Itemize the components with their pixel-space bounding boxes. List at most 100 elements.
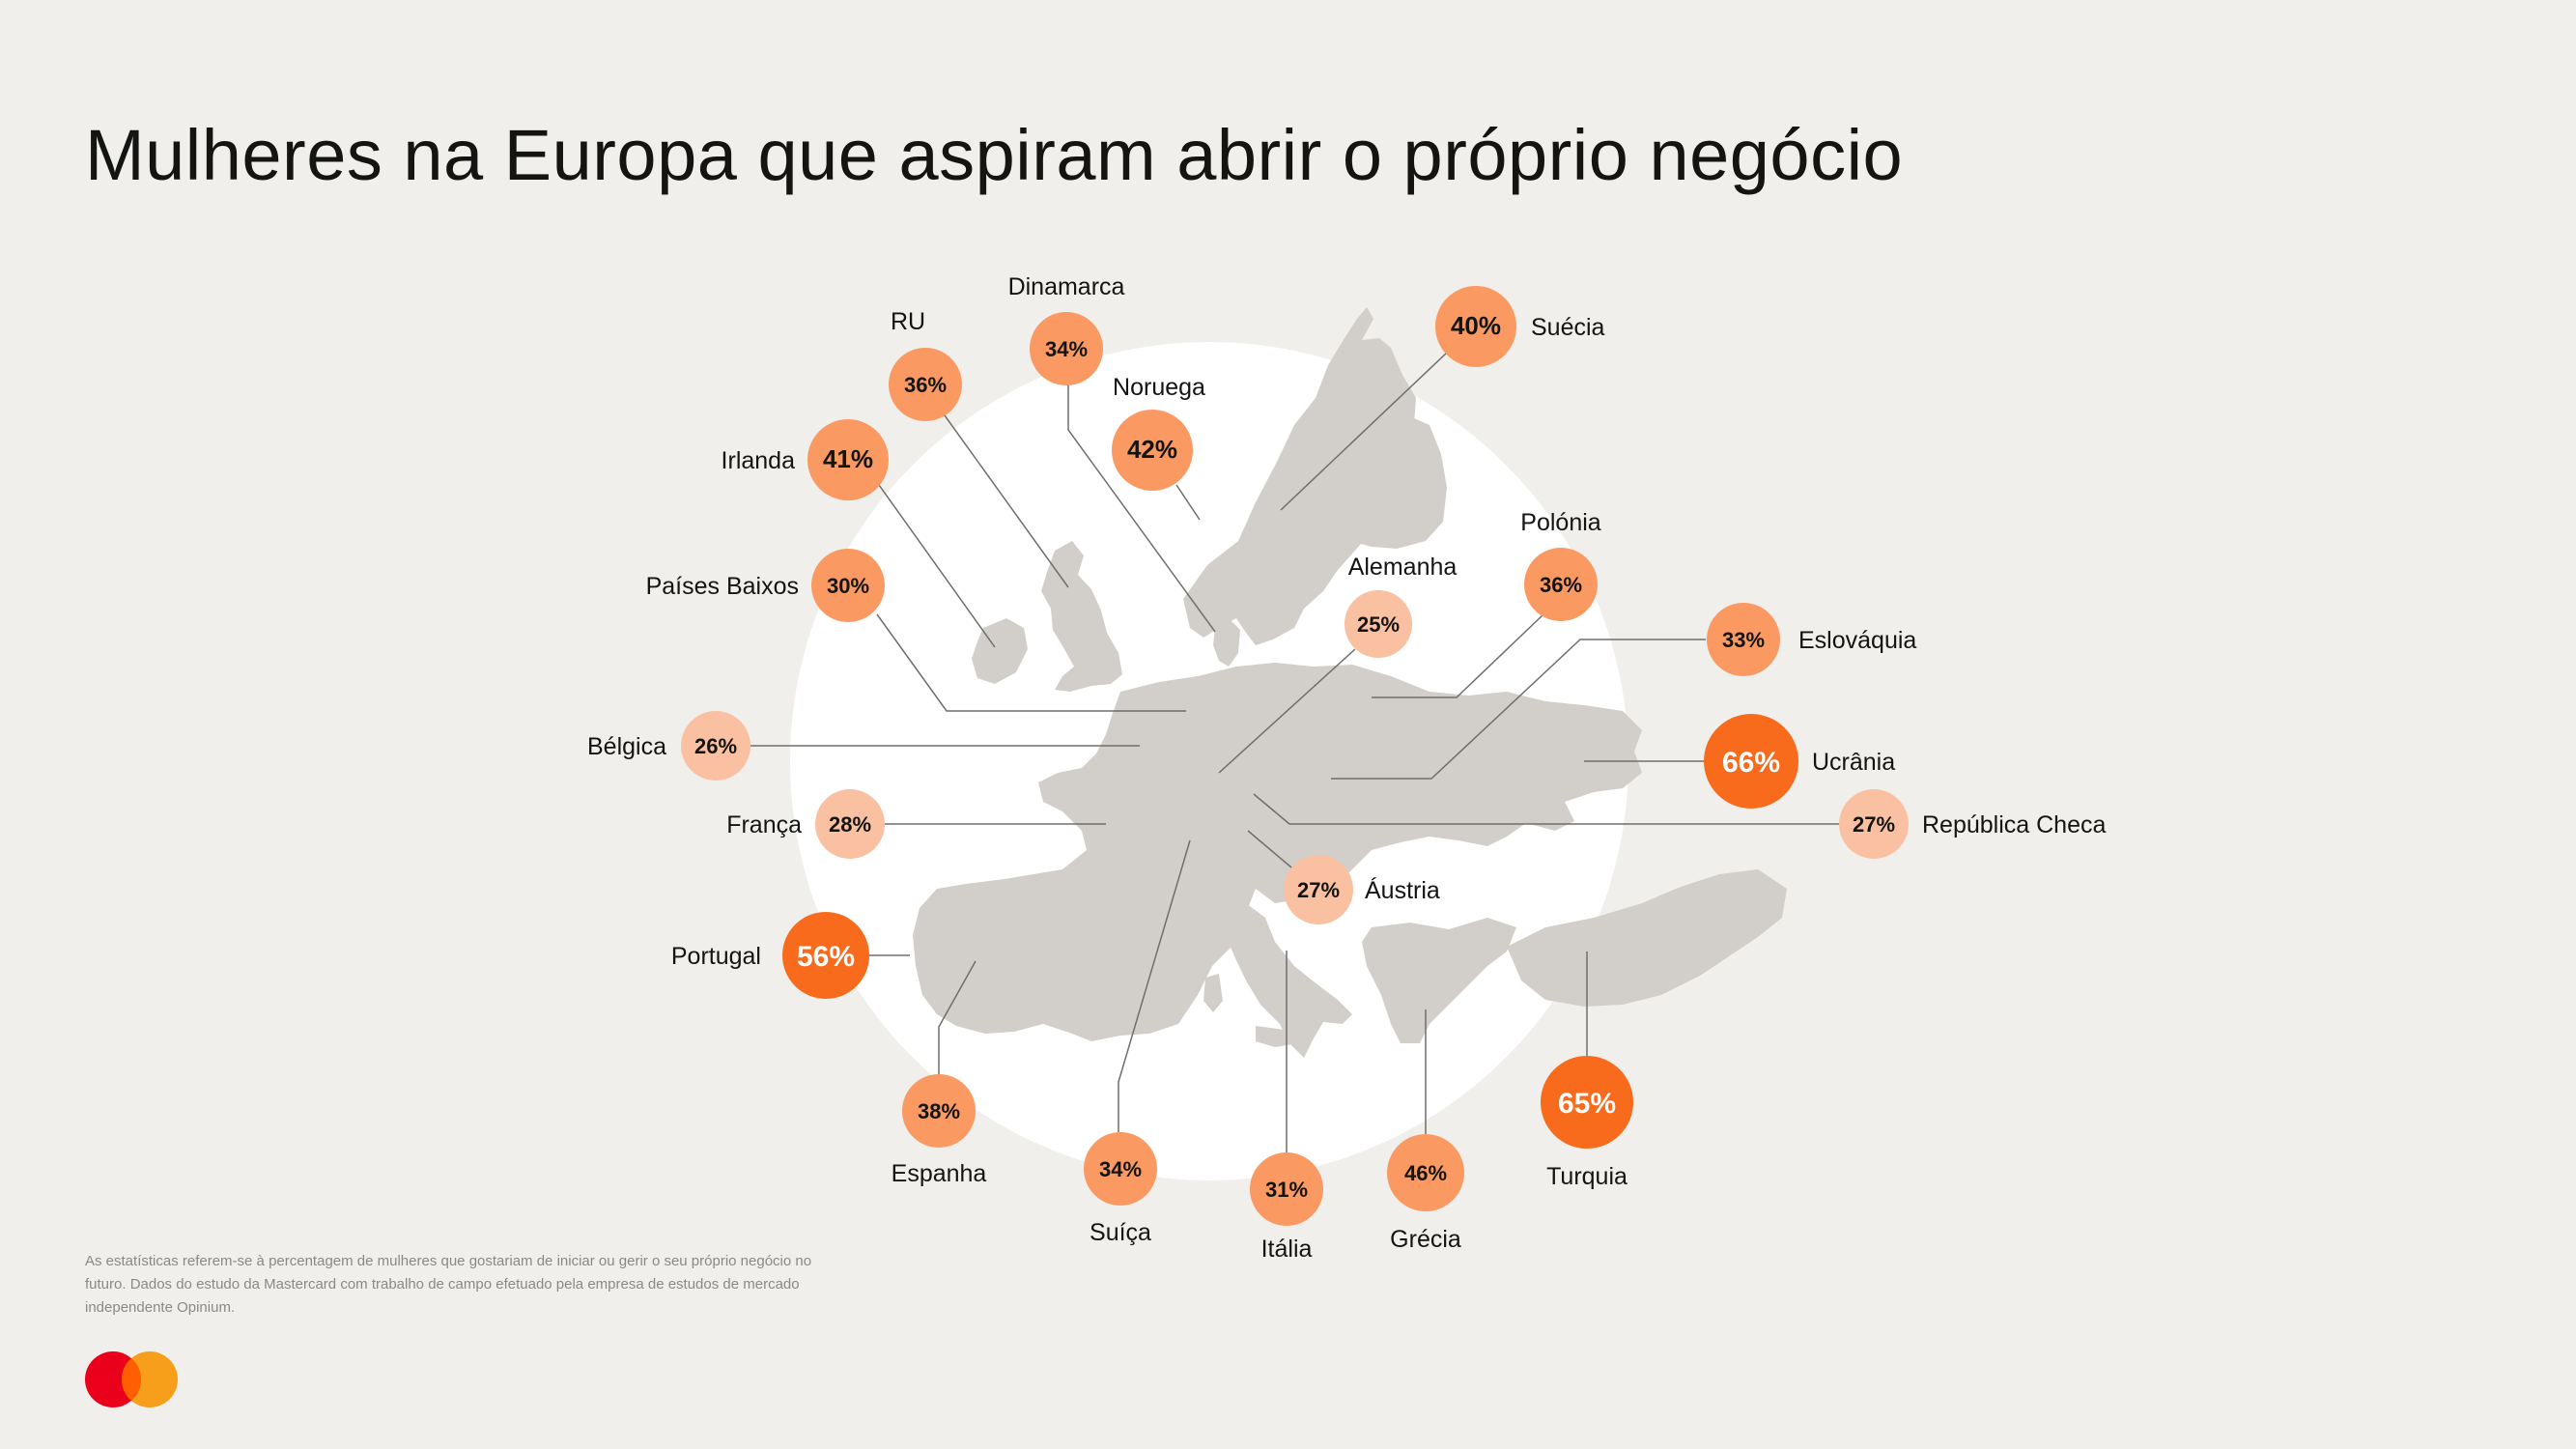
turkey-shape <box>1507 869 1787 1007</box>
leader-line-suecia <box>1280 352 1448 511</box>
value-label: 27% <box>1297 878 1340 902</box>
country-marker-franca: 28% França <box>726 789 885 859</box>
country-name: RU <box>891 308 925 335</box>
value-bubble <box>1704 714 1798 809</box>
value-bubble <box>1435 286 1516 367</box>
value-bubble <box>807 419 889 500</box>
value-bubble <box>811 549 885 622</box>
country-marker-dinamarca: 34% Dinamarca <box>1008 273 1125 385</box>
value-label: 42% <box>1127 435 1177 464</box>
country-name: França <box>726 811 802 838</box>
leader-line-suica <box>1118 839 1191 1132</box>
country-marker-belgica: 26% Bélgica <box>587 711 750 781</box>
country-marker-eslovaquia: 33% Eslováquia <box>1707 603 1916 676</box>
value-bubble <box>1707 603 1780 676</box>
leader-line-dinamarca <box>1067 384 1216 633</box>
country-name: Dinamarca <box>1008 273 1125 300</box>
country-name: República Checa <box>1922 811 2106 838</box>
value-bubble <box>902 1074 976 1148</box>
value-label: 56% <box>797 941 855 973</box>
leader-line-eslovaquia <box>1331 639 1706 780</box>
country-marker-suecia: 40% Suécia <box>1435 286 1605 367</box>
leader-line-republica-checa <box>1253 793 1839 825</box>
value-bubble <box>1524 548 1598 621</box>
value-label: 66% <box>1722 747 1780 779</box>
value-label: 25% <box>1357 612 1400 637</box>
value-label: 46% <box>1404 1161 1447 1185</box>
country-marker-noruega: 42% Noruega <box>1112 374 1205 491</box>
balkans-shape <box>1362 918 1516 1043</box>
country-marker-italia: 31% Itália <box>1250 1152 1323 1263</box>
value-label: 65% <box>1558 1088 1616 1120</box>
value-label: 40% <box>1451 311 1501 340</box>
country-marker-republica-checa: 27% República Checa <box>1839 789 2106 859</box>
country-name: Itália <box>1261 1236 1313 1263</box>
value-label: 33% <box>1722 628 1765 652</box>
country-name: Turquia <box>1546 1163 1628 1190</box>
value-label: 28% <box>829 812 871 837</box>
scandinavia-shape <box>1183 307 1416 645</box>
country-name: Ucrânia <box>1812 749 1895 776</box>
denmark-shape <box>1213 618 1240 667</box>
value-bubble <box>1839 789 1909 859</box>
country-marker-austria: 27% Áustria <box>1284 855 1440 924</box>
country-name: Alemanha <box>1348 554 1458 581</box>
country-marker-portugal: 56% Portugal <box>671 912 869 999</box>
value-bubble <box>681 711 750 781</box>
value-label: 36% <box>1540 573 1582 597</box>
country-bubbles: 36% RU 34% Dinamarca 42% Noruega 40% Suécia 41% I… <box>587 273 2106 1263</box>
country-name: Suíça <box>1090 1219 1151 1246</box>
leader-line-austria <box>1247 830 1292 868</box>
country-marker-irlanda: 41% Irlanda <box>722 419 889 500</box>
country-name: Espanha <box>892 1160 987 1187</box>
page-title: Mulheres na Europa que aspiram abrir o p… <box>85 115 1904 195</box>
value-bubble <box>1084 1132 1157 1206</box>
value-label: 30% <box>827 574 869 598</box>
country-name: Áustria <box>1365 876 1440 904</box>
value-label: 27% <box>1853 812 1895 837</box>
value-bubble <box>1030 312 1103 385</box>
footnote: As estatísticas referem-se à percentagem… <box>85 1253 812 1316</box>
value-label: 41% <box>823 444 873 473</box>
country-marker-paises-baixos: 30% Países Baixos <box>646 549 885 622</box>
leader-line-noruega <box>1175 484 1201 521</box>
leader-line-alemanha <box>1218 648 1356 774</box>
country-name: Suécia <box>1531 314 1605 341</box>
sardinia-shape <box>1203 974 1223 1012</box>
country-marker-ucrania: 66% Ucrânia <box>1704 714 1895 809</box>
leader-line-paises-baixos <box>876 613 1186 712</box>
value-bubble <box>1284 855 1353 924</box>
value-bubble <box>815 789 885 859</box>
value-label: 36% <box>904 373 947 397</box>
sicily-shape <box>1256 1026 1299 1047</box>
value-label: 26% <box>694 734 737 758</box>
leader-line-irlanda <box>878 484 996 648</box>
value-bubble <box>1345 590 1412 658</box>
finland-shape <box>1345 417 1447 549</box>
value-bubble <box>1112 410 1193 491</box>
leader-line-ru <box>944 414 1069 588</box>
country-name: Grécia <box>1390 1226 1461 1253</box>
value-bubble <box>782 912 869 999</box>
europe-landmass <box>913 307 1787 1058</box>
country-name: Portugal <box>671 943 761 970</box>
country-marker-suica: 34% Suíça <box>1084 1132 1157 1246</box>
value-bubble <box>1250 1152 1323 1226</box>
value-label: 38% <box>918 1099 960 1123</box>
leader-line-polonia <box>1372 613 1544 698</box>
mainland-europe-shape <box>913 663 1642 1041</box>
country-name: Polónia <box>1520 509 1600 536</box>
country-name: Noruega <box>1113 374 1205 401</box>
leader-lines <box>750 352 1839 1152</box>
country-name: Países Baixos <box>646 573 799 600</box>
country-marker-turquia: 65% Turquia <box>1541 1056 1633 1190</box>
value-bubble <box>1541 1056 1633 1149</box>
value-label: 31% <box>1265 1178 1308 1202</box>
value-label: 34% <box>1099 1157 1142 1181</box>
country-name: Eslováquia <box>1798 627 1916 654</box>
country-marker-espanha: 38% Espanha <box>892 1074 987 1187</box>
leader-line-espanha <box>938 960 977 1074</box>
value-bubble <box>889 348 962 421</box>
country-marker-polonia: 36% Polónia <box>1520 509 1601 621</box>
